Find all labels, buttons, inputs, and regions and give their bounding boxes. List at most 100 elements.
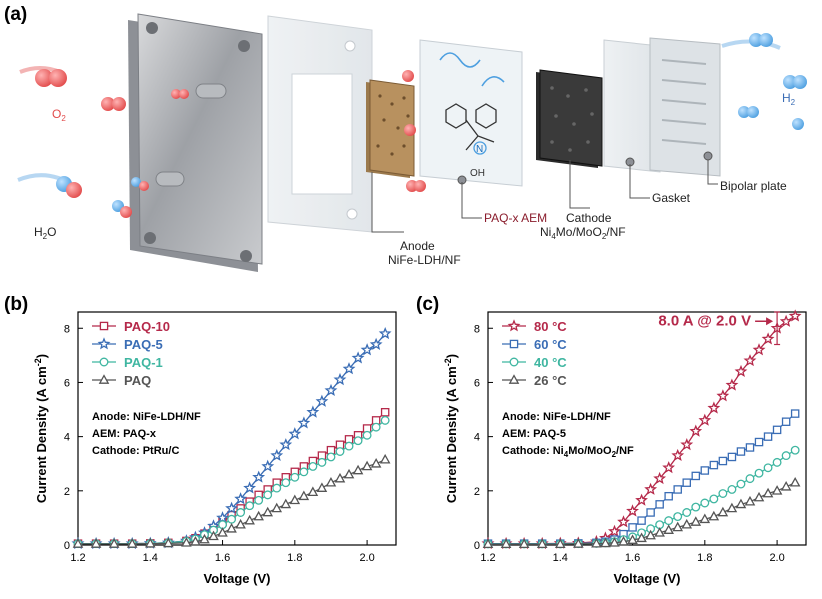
cathode-sub-4: 4 (551, 232, 556, 241)
cathode-sub-2: 2 (602, 232, 607, 241)
chart-c-annotation: Cathode: Ni4Mo/MoO2/NF (502, 445, 634, 459)
chart-c-data-point (779, 314, 793, 327)
oh-label: OH (470, 168, 485, 179)
anode-gasket (267, 15, 373, 233)
chart-c-data-point (744, 495, 756, 506)
chart-c-x-axis-label: Voltage (V) (614, 571, 681, 586)
svg-text:H2: H2 (782, 91, 796, 107)
chart-b-data-point (245, 501, 255, 511)
chart-b-y-axis-label: Current Density (A cm-2) (33, 354, 49, 503)
chart-b-data-point (380, 415, 390, 425)
anode-label: Anode (400, 239, 435, 253)
chart-c-data-point (663, 524, 674, 534)
chart-b-series-3 (72, 453, 391, 548)
chart-b-x-tick-label: 1.2 (70, 552, 85, 564)
chart-b-legend-label: PAQ (124, 373, 151, 388)
chart-c-data-point (718, 456, 728, 466)
cathode-label: Cathode (566, 211, 612, 225)
panel-label-c: (c) (416, 294, 440, 315)
chart-b-data-point (306, 405, 320, 418)
chart-b-data-point (317, 457, 327, 467)
chart-c-x-tick-label: 1.8 (697, 552, 712, 564)
chart-b-data-point (190, 536, 201, 546)
chart-c-data-point (682, 508, 692, 517)
chart-b-data-point (252, 470, 266, 483)
chart-b-y-tick-label: 4 (64, 432, 70, 444)
chart-b-data-point (360, 343, 374, 356)
anode-material-label: NiFe-LDH/NF (388, 253, 461, 267)
chart-b-data-point (262, 506, 274, 517)
chart-c-data-point (763, 432, 773, 441)
chart-c-data-point (672, 521, 684, 532)
anode-end-plate (128, 13, 263, 272)
chart-b-data-point (343, 468, 355, 479)
chart-b-data-point (362, 430, 372, 440)
chart-b-data-point (236, 508, 246, 517)
chart-b-data-point (299, 467, 309, 477)
chart-b-data-point (243, 481, 257, 494)
chart-b-data-point (126, 538, 138, 548)
aem-membrane: N OH (419, 39, 523, 187)
chart-c-plot-frame (487, 311, 807, 546)
chart-b-legend-marker (99, 357, 109, 367)
chart-c-data-point (627, 534, 638, 544)
svg-text:O2: O2 (52, 107, 66, 123)
chart-c-data-point (772, 425, 782, 435)
chart-c-annotation: AEM: PAQ-5 (502, 428, 566, 440)
chart-c-data-point (653, 471, 667, 485)
cathode-material-mo: Mo/MoO (556, 225, 602, 239)
chart-b-data-point (288, 427, 302, 440)
gasket-label: Gasket (652, 191, 691, 205)
chart-c-data-point (762, 487, 774, 498)
chart-b-x-tick-label: 1.6 (215, 552, 230, 564)
chart-c-data-point (780, 481, 792, 491)
chart-b-data-point (371, 422, 381, 432)
chart-c-highlight-arrowhead (766, 317, 774, 326)
chart-c-data-point (699, 513, 711, 524)
chart-c-data-point (680, 438, 694, 451)
chart-b-plot-frame (77, 311, 397, 546)
chart-c-data-point (745, 474, 755, 484)
chart-b-data-point (261, 459, 275, 472)
cathode-material-ni: Ni (540, 225, 551, 239)
chart-b-data-point (90, 538, 102, 548)
chart-c-data-point (789, 476, 801, 487)
chart-b-polarization: 1.2 1.4 1.6 1.8 2.0 0 2 4 6 8 Voltage (V) Current D… (33, 311, 397, 586)
chart-c-data-point (708, 510, 720, 521)
chart-b-data-point (351, 351, 365, 364)
chart-c-x-tick-label: 1.4 (553, 552, 568, 564)
chart-c-data-point (781, 417, 791, 426)
chart-c-data-point (671, 448, 685, 461)
chart-b-annotation: Cathode: PtRu/C (92, 445, 179, 457)
chart-b-data-point (378, 326, 392, 340)
chart-b-data-point (181, 537, 192, 547)
chart-c-data-point (673, 485, 682, 494)
chart-c-data-point (654, 527, 665, 537)
chart-b-legend-marker (98, 374, 110, 384)
panel-label-a: (a) (4, 4, 28, 25)
chart-b-data-point (163, 537, 174, 548)
chart-c-data-point (635, 493, 648, 506)
h2o-subscript: 2 (43, 232, 48, 241)
chart-c-data-point (707, 401, 721, 414)
chart-b-data-point (308, 461, 318, 471)
chart-b-data-point (279, 438, 293, 451)
chart-c-x-tick-label: 2.0 (769, 552, 784, 564)
chart-b-data-point (298, 490, 310, 501)
chart-b-data-point (235, 518, 246, 529)
chart-b-x-axis-label: Voltage (V) (204, 571, 271, 586)
chart-c-x-tick-label: 1.6 (625, 552, 640, 564)
water-molecules (17, 173, 149, 218)
svg-text:H2O: H2O (34, 225, 56, 241)
chart-c-y-axis-label: Current Density (A cm-2) (443, 354, 459, 503)
h2-molecules (721, 33, 807, 130)
chart-c-data-point (736, 479, 746, 489)
chart-c-y-tick-label: 8 (474, 323, 480, 335)
chart-b-data-point (208, 530, 219, 541)
chart-b-data-point (379, 453, 391, 464)
chart-c-data-point (745, 443, 755, 452)
cathode-gasket (603, 39, 661, 173)
chart-c-data-point (689, 424, 703, 437)
chart-c-legend-marker (509, 339, 519, 349)
chart-c-data-point (591, 537, 602, 548)
